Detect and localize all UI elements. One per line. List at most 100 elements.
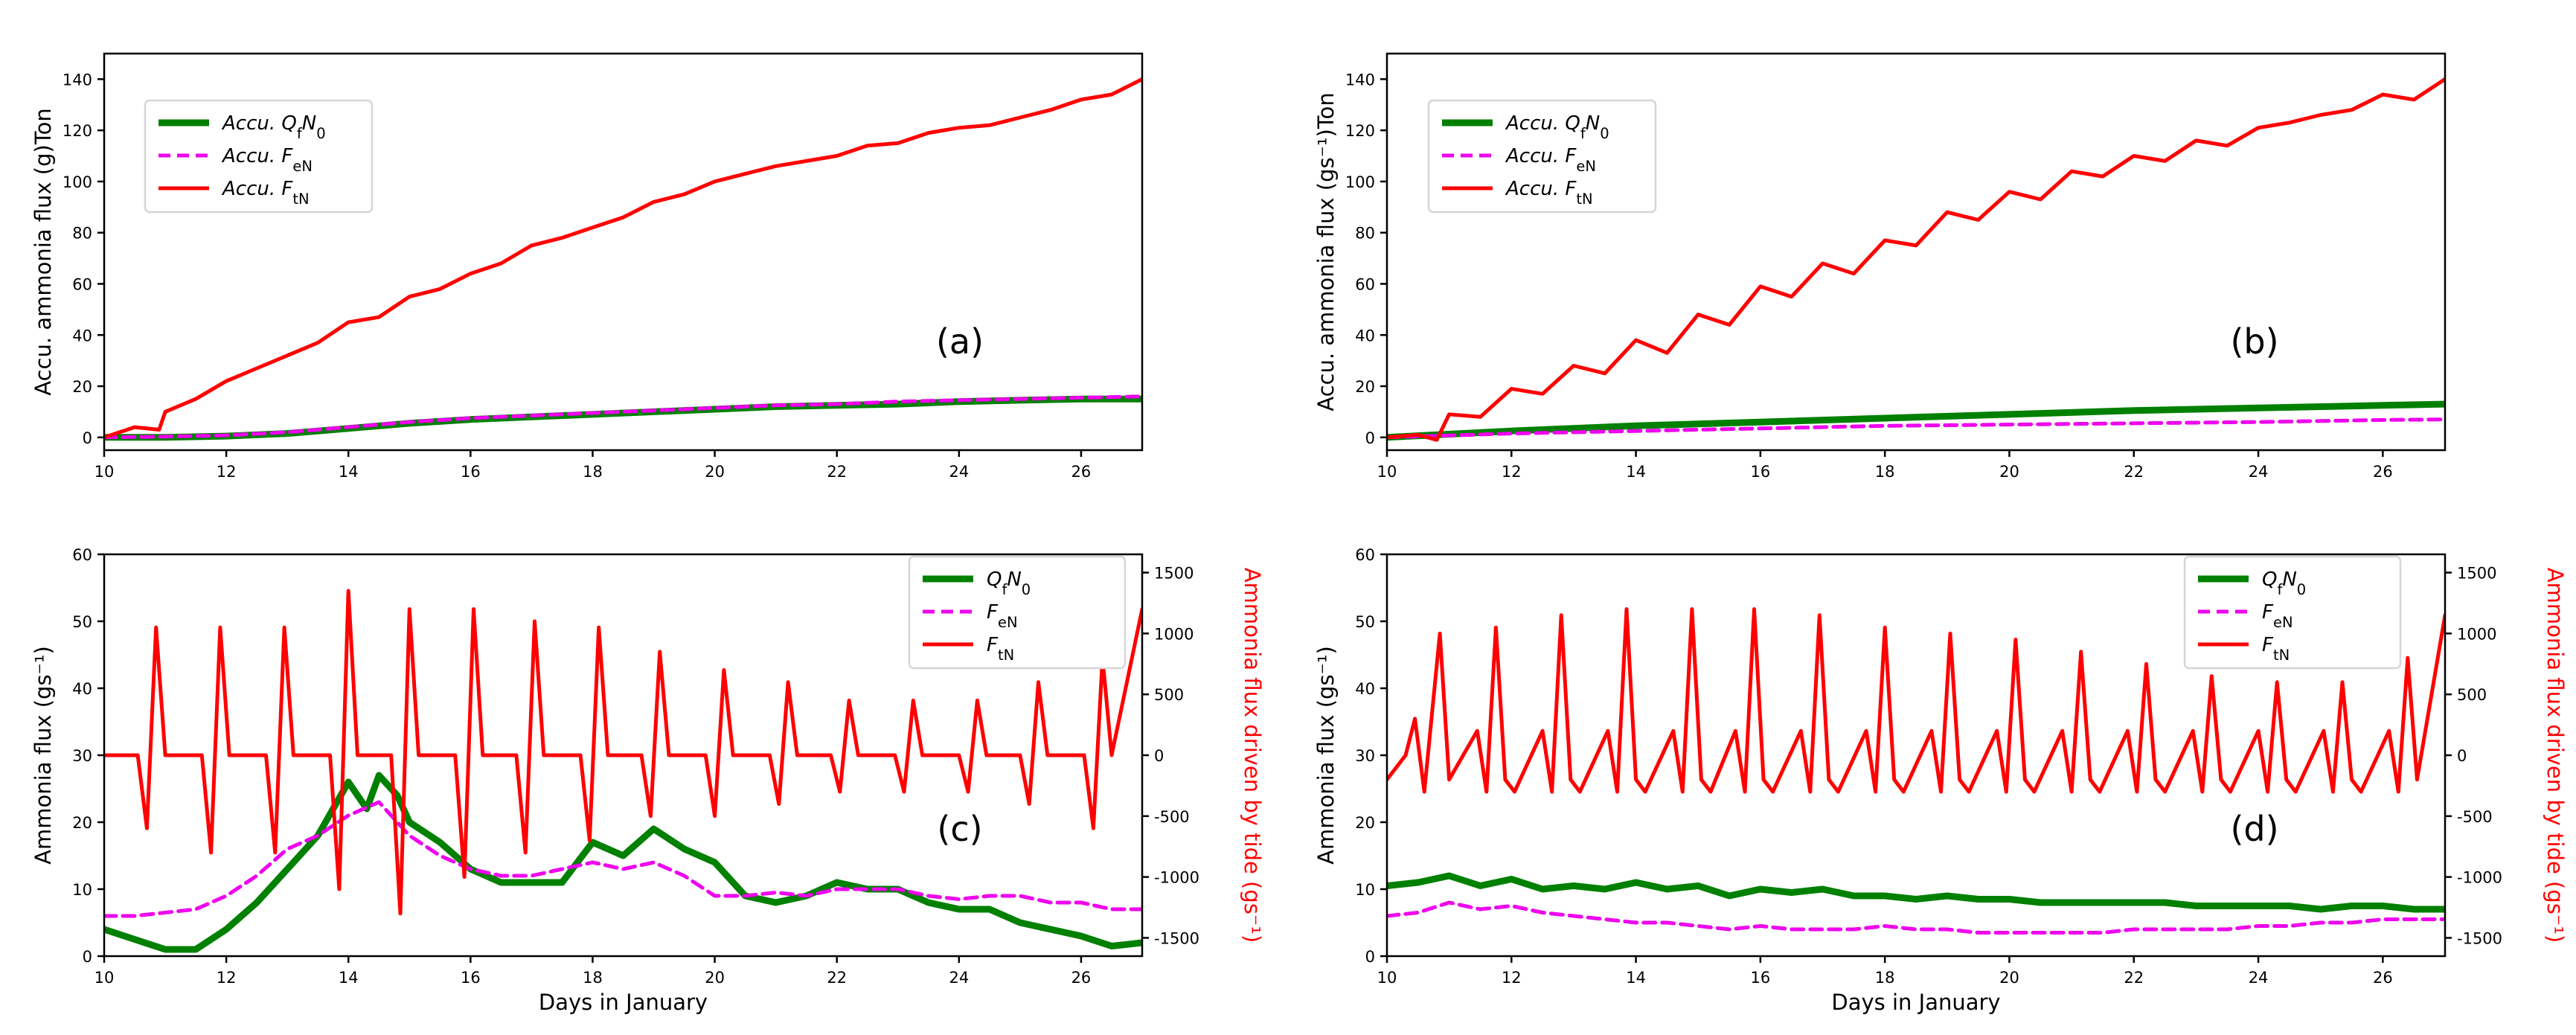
- series-line-fen: [104, 800, 1142, 918]
- y2-tick: 0: [1142, 747, 1164, 765]
- x-tick-label: 20: [705, 969, 725, 987]
- legend-label: Accu. FeN: [221, 145, 313, 175]
- x-tick-label: 12: [1502, 969, 1522, 987]
- y-tick-label: 40: [72, 680, 92, 698]
- y2-tick-label: -500: [2457, 808, 2493, 826]
- x-tick: 12: [1502, 450, 1522, 481]
- legend-item: Accu. FtN: [158, 178, 310, 208]
- x-tick: 20: [1999, 450, 2019, 481]
- x-tick-label: 10: [1377, 969, 1397, 987]
- x-tick: 22: [827, 956, 847, 987]
- y-tick-label: 60: [1355, 546, 1375, 564]
- y-tick: 120: [1345, 122, 1387, 140]
- x-tick-label: 22: [2124, 969, 2144, 987]
- x-tick: 26: [2373, 956, 2393, 987]
- y2-tick: -1500: [2445, 929, 2502, 947]
- y2-tick: 0: [2445, 747, 2467, 765]
- x-tick-label: 14: [1626, 969, 1646, 987]
- x-tick: 18: [1875, 450, 1895, 481]
- y2-tick: 500: [2445, 686, 2487, 704]
- x-tick: 16: [461, 956, 481, 987]
- x-tick-label: 26: [1071, 969, 1092, 987]
- panel-label: (c): [937, 809, 982, 849]
- y-tick-label: 20: [72, 814, 92, 832]
- y-tick: 120: [63, 122, 104, 140]
- y-tick-label: 0: [83, 429, 92, 447]
- legend-label: FeN: [2262, 601, 2293, 631]
- x-tick-label: 20: [1999, 463, 2019, 481]
- x-tick: 24: [2249, 450, 2268, 481]
- y-tick: 50: [72, 613, 104, 631]
- y-tick: 40: [1355, 680, 1387, 698]
- series-line-accu-ftn: [104, 77, 1142, 440]
- x-tick: 14: [1626, 956, 1646, 987]
- legend-label: FeN: [987, 601, 1018, 631]
- legend-item: Accu. QfN0: [158, 112, 326, 142]
- y-tick: 20: [72, 814, 104, 832]
- legend-item: FtN: [923, 634, 1014, 664]
- plot-area: [104, 77, 1142, 441]
- x-tick-label: 14: [339, 463, 359, 481]
- y2-axis-label: Ammonia flux driven by tide (gs⁻¹): [2543, 568, 2568, 943]
- panel-label: (b): [2230, 321, 2278, 362]
- y-tick: 80: [1355, 225, 1387, 243]
- y-tick: 40: [1355, 327, 1387, 345]
- y-tick-label: 0: [83, 948, 92, 966]
- y-tick: 20: [1355, 378, 1387, 396]
- x-tick: 18: [583, 956, 603, 987]
- x-tick: 22: [2124, 956, 2144, 987]
- x-tick: 14: [1626, 450, 1646, 481]
- panel-c: 10 12 14 16 18 20 22 24 260102030405060-1500-100…: [31, 546, 1265, 1015]
- axes-frame: [1385, 52, 2447, 452]
- legend-item: Accu. FeN: [158, 145, 313, 175]
- legend-item: Accu. FeN: [1442, 145, 1596, 175]
- y-tick-label: 30: [72, 747, 92, 765]
- y-tick-label: 60: [72, 546, 92, 564]
- y-tick: 20: [1355, 814, 1387, 832]
- x-tick: 20: [705, 956, 725, 987]
- series-line-ftn: [104, 589, 1142, 916]
- series-line-qfn0: [104, 772, 1142, 953]
- y2-tick: 500: [1142, 686, 1184, 704]
- x-tick-label: 26: [2373, 463, 2393, 481]
- y-tick: 40: [72, 327, 104, 345]
- y-axis-label: Accu. ammonia flux (gs⁻¹)Ton: [1313, 92, 1339, 411]
- y2-tick-label: -1500: [1154, 929, 1199, 947]
- y-tick-label: 30: [1355, 747, 1375, 765]
- y2-tick-label: 1500: [1154, 565, 1194, 583]
- panel-b: 10 12 14 16 18 20 22 24 26 0 20 40 60 80 100 120 140 Accu…: [1313, 52, 2447, 481]
- y2-tick: -1500: [1142, 929, 1199, 947]
- y-tick: 0: [83, 429, 104, 447]
- legend-label: Accu. QfN0: [221, 112, 326, 142]
- x-tick: 18: [583, 450, 603, 481]
- y-tick: 80: [72, 225, 104, 243]
- y-tick-label: 10: [72, 881, 92, 899]
- y-tick: 30: [72, 747, 104, 765]
- x-tick: 26: [2373, 450, 2393, 481]
- x-tick-label: 10: [94, 463, 115, 481]
- x-tick-label: 14: [1626, 463, 1646, 481]
- x-tick: 22: [2124, 450, 2144, 481]
- legend-label: Accu. QfN0: [1505, 112, 1609, 142]
- x-tick: 24: [949, 450, 969, 481]
- y2-tick: -1000: [1142, 869, 1199, 887]
- y-tick: 60: [1355, 546, 1387, 564]
- plot-area: [1387, 607, 2445, 935]
- series-line-qfn0: [1387, 872, 2445, 913]
- y-tick: 40: [72, 680, 104, 698]
- x-tick: 12: [1502, 956, 1522, 987]
- y-tick-label: 10: [1355, 881, 1375, 899]
- y-tick-label: 40: [72, 327, 92, 345]
- y2-tick-label: -1500: [2457, 929, 2502, 947]
- axes-frame: [103, 52, 1144, 452]
- y2-tick: -1000: [2445, 869, 2502, 887]
- panel-label: (d): [2230, 809, 2278, 849]
- x-tick-label: 22: [2124, 463, 2144, 481]
- legend-item: FeN: [923, 601, 1018, 631]
- panel-a: 10 12 14 16 18 20 22 24 26 0 20 40 60 80 100 120 140 Accu…: [31, 52, 1144, 481]
- y-tick-label: 50: [1355, 613, 1375, 631]
- x-tick-label: 12: [1502, 463, 1522, 481]
